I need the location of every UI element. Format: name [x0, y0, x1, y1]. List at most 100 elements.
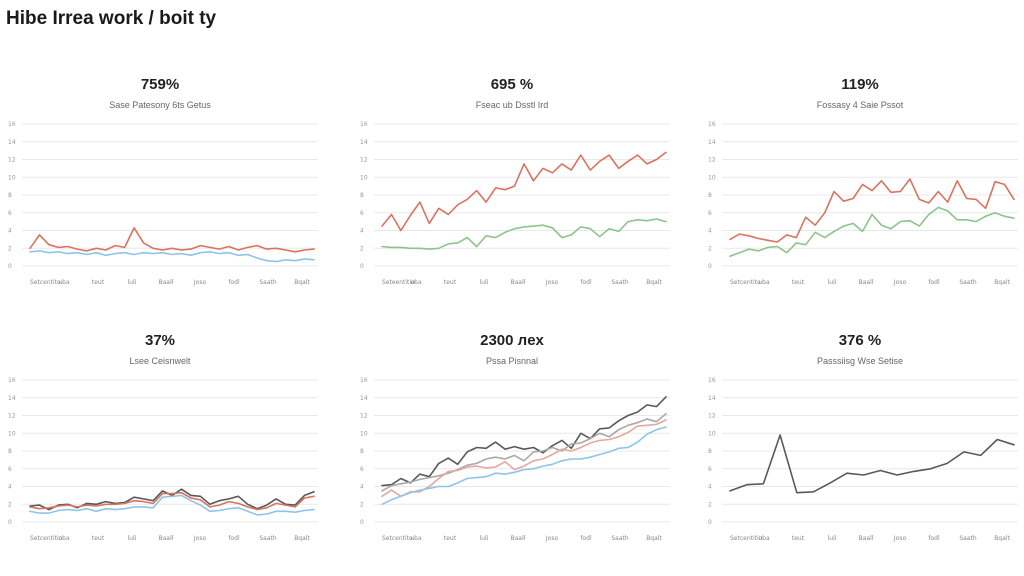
y-tick-label: 16 [360, 121, 368, 128]
x-tick-label: Setcentito [30, 279, 61, 286]
x-tick-label: Joso [193, 279, 207, 286]
x-tick-label: Saath [611, 535, 629, 542]
x-tick-label: Bqalt [294, 279, 310, 286]
x-tick-label: luli [128, 279, 137, 286]
y-tick-label: 2 [708, 245, 712, 252]
y-tick-label: 6 [708, 210, 712, 217]
y-tick-label: 14 [360, 395, 368, 402]
y-tick-label: 14 [8, 395, 16, 402]
y-tick-label: 10 [708, 430, 716, 437]
x-tick-label: Bqalt [994, 279, 1010, 286]
y-tick-label: 6 [8, 210, 12, 217]
y-tick-label: 4 [360, 484, 364, 491]
panel-headline: 695 % [490, 76, 534, 93]
panel-headline: 37% [144, 332, 176, 349]
y-tick-label: 14 [708, 395, 716, 402]
x-tick-label: luli [480, 279, 489, 286]
y-tick-label: 0 [708, 263, 712, 270]
y-tick-label: 0 [8, 519, 12, 526]
chart-panel-2: 695 % Fseac ub Dsstl Ird 16 14 12 10 8 6 4 2 0 Se… [352, 76, 672, 306]
x-tick-label: Saath [959, 535, 977, 542]
x-tick-label: Bqalt [294, 535, 310, 542]
y-tick-label: 8 [360, 192, 364, 199]
x-tick-label: Baall [511, 279, 526, 286]
x-tick-label: Setcentito [382, 535, 413, 542]
y-tick-label: 6 [360, 210, 364, 217]
x-tick-label: fodl [928, 279, 940, 286]
y-tick-label: 2 [360, 245, 364, 252]
x-tick-label: uba [758, 535, 770, 542]
panel-headline: 376 % [838, 332, 882, 349]
series-line-blue [29, 494, 315, 516]
x-tick-label: uba [758, 279, 770, 286]
chart-panel-6: 376 % Passsiisg Wse Setise 16 14 12 10 8 6 4 2 0… [700, 332, 1020, 562]
panel-subtitle: Fossasy 4 Saie Pssot [816, 100, 904, 110]
y-tick-label: 16 [8, 121, 16, 128]
x-tick-label: teut [444, 535, 457, 542]
x-tick-label: Baall [859, 279, 874, 286]
y-tick-label: 16 [8, 377, 16, 384]
y-tick-label: 2 [8, 501, 12, 508]
x-tick-label: fodl [228, 535, 240, 542]
y-tick-label: 16 [708, 377, 716, 384]
x-tick-label: Setcentitio [730, 535, 763, 542]
x-tick-label: teut [792, 535, 805, 542]
y-tick-label: 8 [360, 448, 364, 455]
y-tick-label: 6 [360, 466, 364, 473]
y-tick-label: 4 [360, 228, 364, 235]
series-line-green [381, 218, 667, 250]
series-line-red [729, 178, 1015, 243]
chart-panel-3: 119% Fossasy 4 Saie Pssot 16 14 12 10 8 6 4 2 0 S… [700, 76, 1020, 306]
y-tick-label: 12 [360, 157, 368, 164]
x-tick-label: fodl [228, 279, 240, 286]
gridlines [722, 379, 1018, 523]
x-tick-label: luli [828, 535, 837, 542]
x-tick-label: Saath [259, 279, 277, 286]
x-tick-label: Joso [893, 279, 907, 286]
y-tick-label: 14 [708, 139, 716, 146]
x-tick-label: Joso [545, 279, 559, 286]
y-tick-label: 10 [708, 174, 716, 181]
y-tick-label: 2 [8, 245, 12, 252]
y-tick-label: 12 [8, 157, 16, 164]
x-tick-label: teut [792, 279, 805, 286]
gridlines [22, 123, 318, 267]
series-line-red [381, 151, 667, 232]
y-tick-label: 12 [708, 413, 716, 420]
y-tick-label: 0 [360, 263, 364, 270]
x-tick-label: teut [92, 535, 105, 542]
x-tick-label: Saath [259, 535, 277, 542]
y-tick-label: 4 [708, 484, 712, 491]
panel-subtitle: Passsiisg Wse Setise [816, 356, 904, 366]
panel-headline: 119% [841, 76, 879, 93]
series-line-red [29, 227, 315, 253]
gridlines [722, 123, 1018, 267]
y-tick-label: 2 [708, 501, 712, 508]
series-line-green [729, 206, 1015, 257]
chart-panel-4: 37% Lsee Ceisnwelt 16 14 12 10 8 6 4 2 0 Setcenti… [0, 332, 320, 562]
x-tick-label: Bqalt [994, 535, 1010, 542]
x-tick-label: Seteentitio [382, 279, 415, 286]
y-tick-label: 10 [8, 174, 16, 181]
x-tick-label: uba [58, 279, 70, 286]
page-title: Hibe Irrea work / boit ty [6, 8, 217, 29]
series-line-red [29, 491, 315, 511]
y-tick-label: 0 [708, 519, 712, 526]
y-tick-label: 4 [8, 484, 12, 491]
y-tick-label: 10 [8, 430, 16, 437]
y-tick-label: 0 [360, 519, 364, 526]
x-tick-label: Setcentitio [30, 535, 63, 542]
panel-subtitle: Sase Patesony 6ts Getus [109, 100, 211, 110]
x-tick-label: Joso [193, 535, 207, 542]
y-tick-label: 12 [360, 413, 368, 420]
y-tick-label: 0 [8, 263, 12, 270]
y-tick-label: 8 [708, 192, 712, 199]
series-line-gray [381, 412, 667, 492]
x-tick-label: luli [480, 535, 489, 542]
y-tick-label: 8 [8, 192, 12, 199]
panel-subtitle: Lsee Ceisnwelt [129, 356, 191, 366]
x-tick-label: luli [128, 535, 137, 542]
x-tick-label: teut [444, 279, 457, 286]
